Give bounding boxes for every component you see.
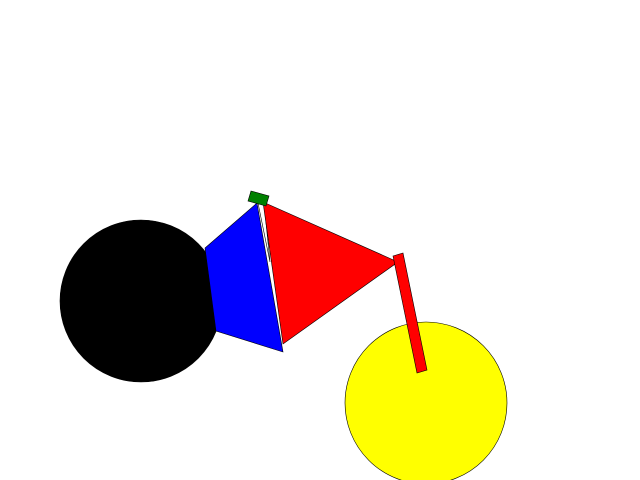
front-fork (392, 252, 428, 374)
front-wheel (344, 321, 508, 480)
rear-frame-triangle (204, 202, 284, 353)
rear-wheel (59, 219, 223, 383)
front-frame-triangle (262, 201, 399, 345)
seat (247, 190, 270, 207)
